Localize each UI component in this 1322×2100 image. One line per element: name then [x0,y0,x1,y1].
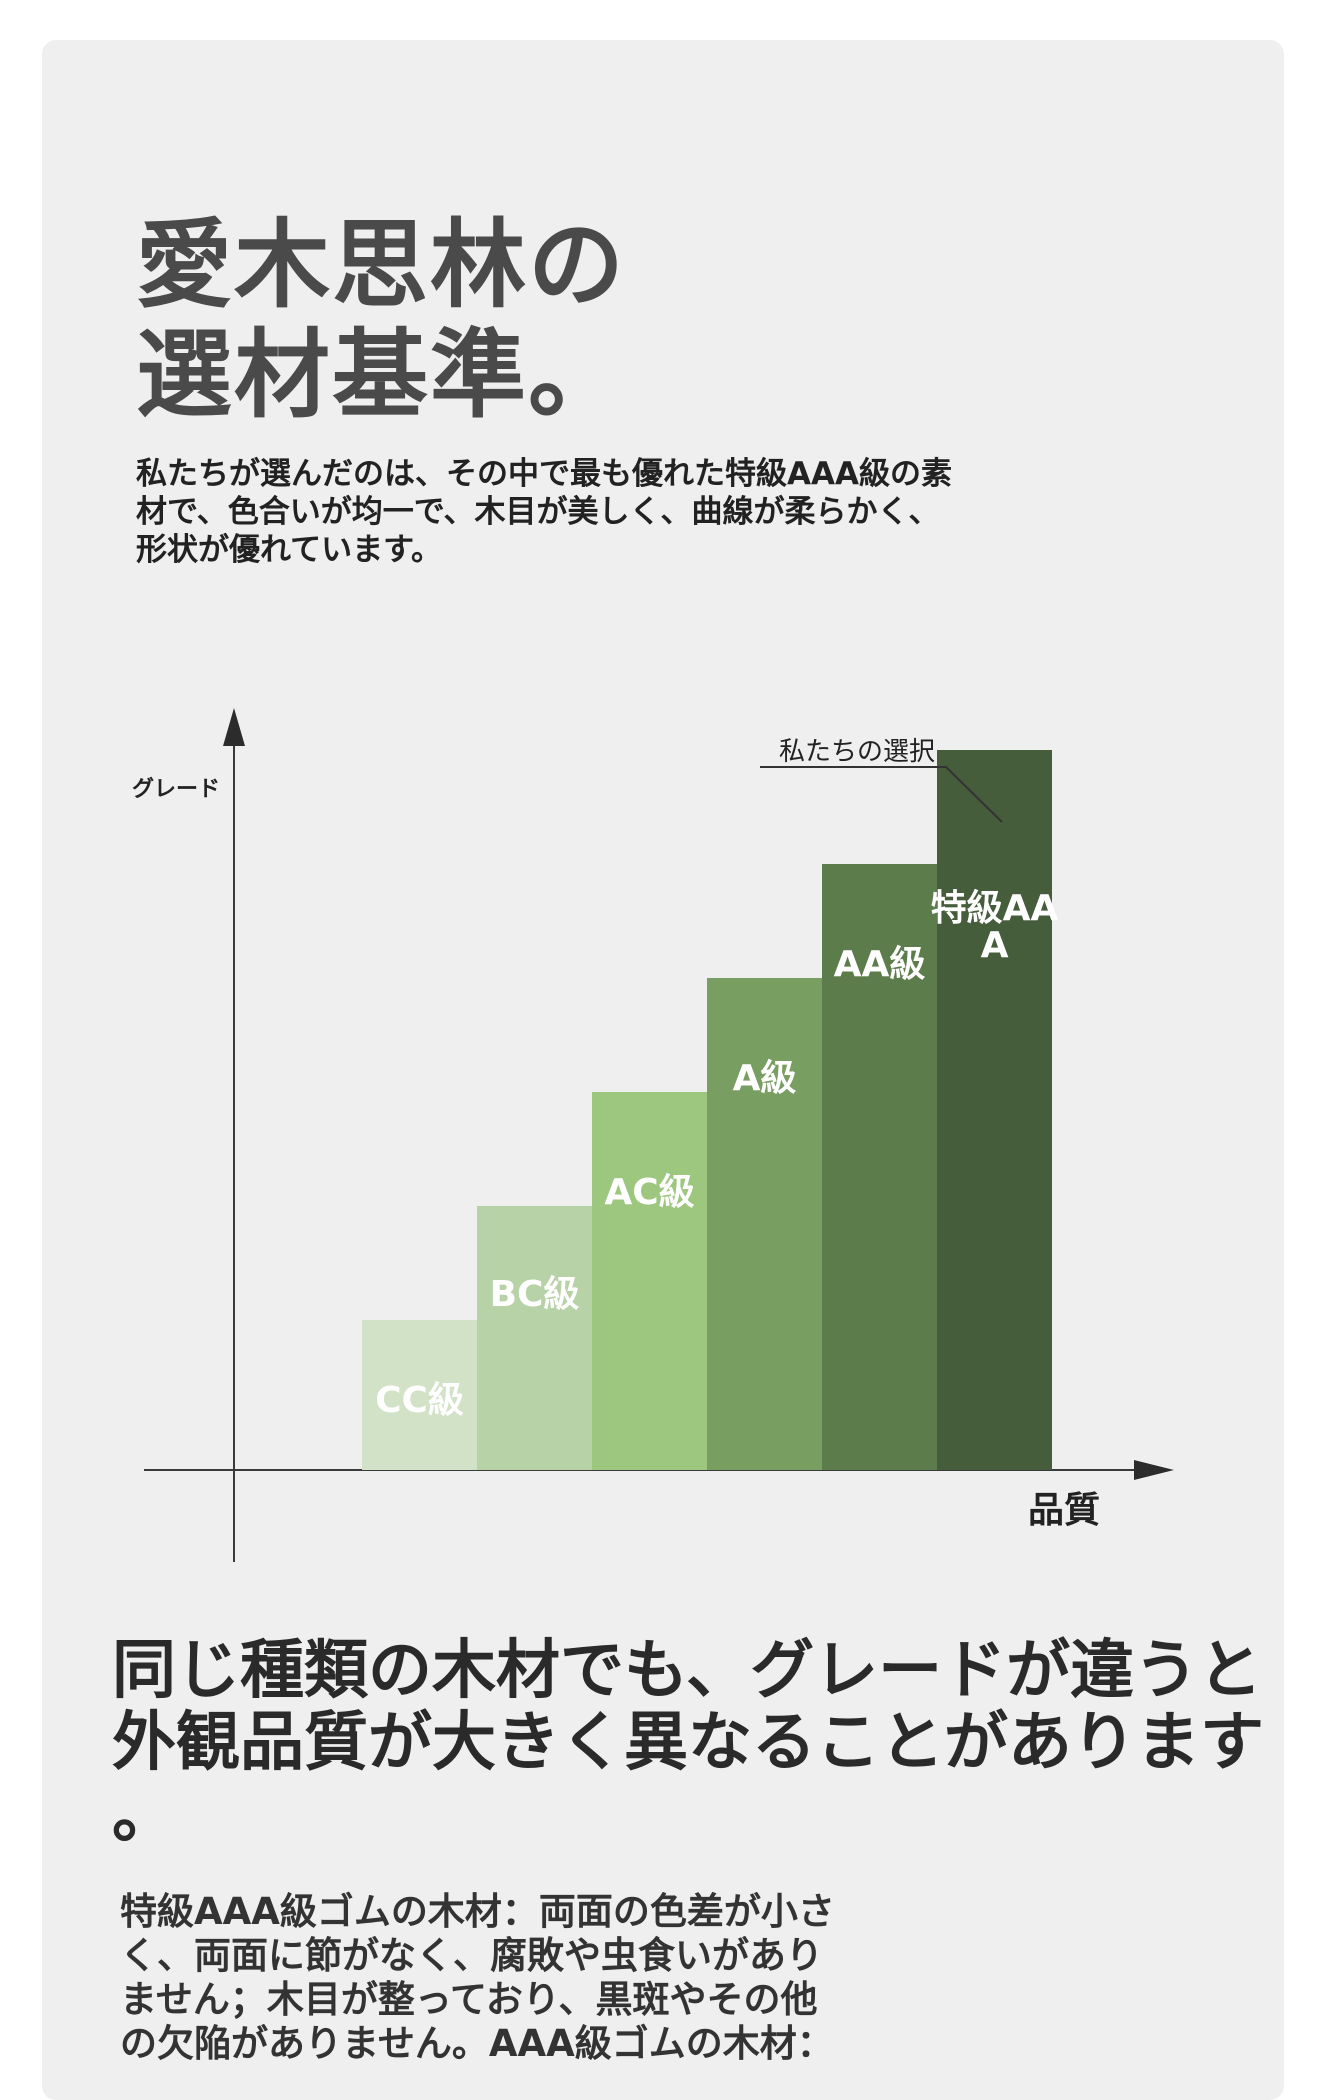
headline-line-1: 同じ種類の木材でも、グレードが違うと [112,1634,1263,1708]
headline-line-2: 外観品質が大きく異なることがあります [112,1706,1264,1780]
y-axis-label: グレード [132,776,220,802]
bar-4 [707,978,822,1470]
detail-line-1: 特級AAA級ゴムの木材：両面の色差が小さ [120,1890,835,1933]
title-line-1: 愛木思林の [136,209,626,321]
bar-label-1: CC級 [375,1380,464,1421]
detail-paragraph: 特級AAA級ゴムの木材：両面の色差が小さ く、両面に節がなく、腐敗や虫食いがあり… [120,1890,1000,2066]
bar-label-6: 特級AA A [931,888,1059,966]
title-line-2: 選材基準。 [136,319,626,431]
annotation-label: 私たちの選択 [779,737,935,767]
headline: 同じ種類の木材でも、グレードが違うと 外観品質が大きく異なることがあります 。 [112,1635,1284,1851]
bar-label-4: A級 [733,1058,797,1099]
intro-paragraph: 私たちが選んだのは、その中で最も優れた特級AAA級の素 材で、色合いが均一で、木… [136,455,1096,569]
bar-label-5: AA級 [834,944,926,985]
content-card: 愛木思林の 選材基準。 私たちが選んだのは、その中で最も優れた特級AAA級の素 … [42,40,1284,2100]
x-axis-arrow [1134,1460,1174,1480]
y-axis-arrow [223,708,245,746]
bar-label-2: BC級 [490,1274,580,1315]
bar-2 [477,1206,592,1470]
x-axis-label: 品質 [1028,1490,1100,1531]
detail-line-3: ません；木目が整っており、黒斑やその他 [120,1978,818,2021]
page-title: 愛木思林の 選材基準。 [136,210,626,430]
intro-line-1: 私たちが選んだのは、その中で最も優れた特級AAA級の素 [136,456,952,492]
bar-3 [592,1092,707,1470]
bar-label-3: AC級 [604,1172,694,1213]
intro-line-2: 材で、色合いが均一で、木目が美しく、曲線が柔らかく、 [136,494,940,530]
detail-line-4: の欠陥がありません。AAA級ゴムの木材： [120,2022,834,2065]
detail-line-2: く、両面に節がなく、腐敗や虫食いがあり [120,1934,823,1977]
intro-line-3: 形状が優れています。 [136,532,442,568]
bar-1 [362,1320,477,1470]
annotation-leader-line [760,766,1003,823]
headline-line-3: 。 [112,1778,176,1852]
bar-6 [937,750,1052,1470]
bar-5 [822,864,937,1470]
